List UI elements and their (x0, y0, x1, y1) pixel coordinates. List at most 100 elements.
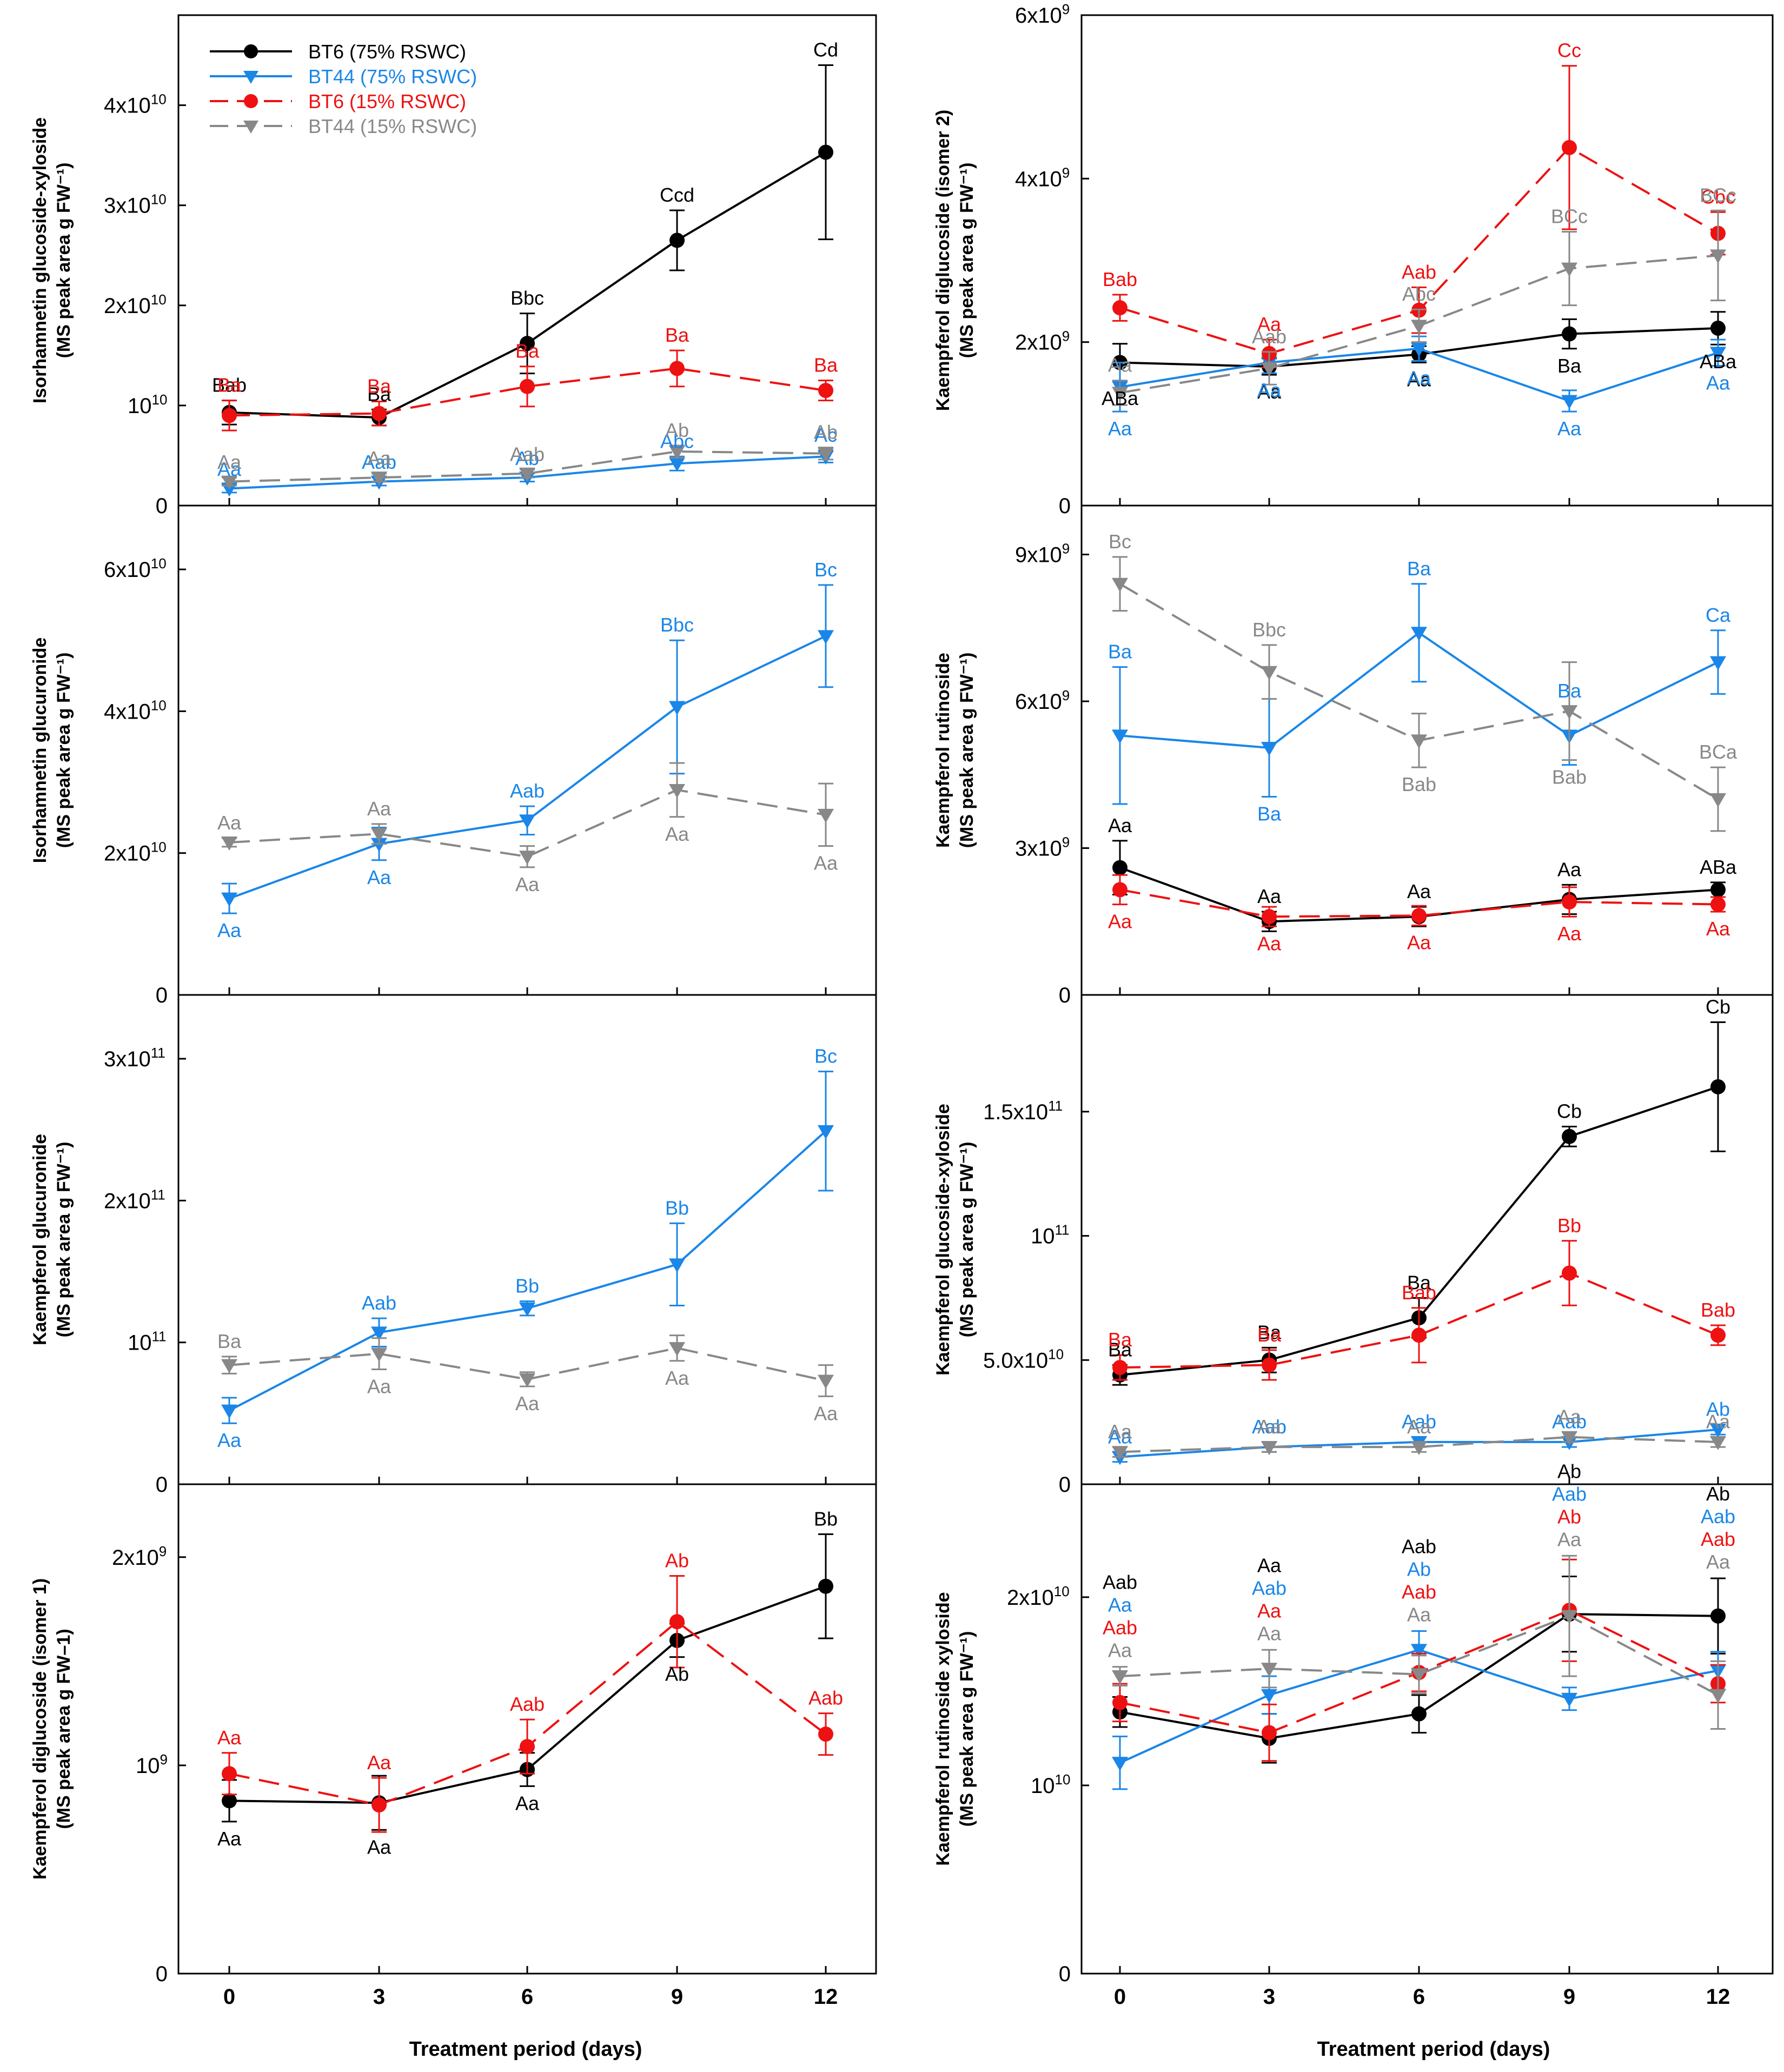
significance-label: Aab (1252, 1416, 1286, 1438)
y-axis-unit: (MS peak area g FW⁻¹) (957, 653, 977, 848)
data-point (1411, 1706, 1427, 1722)
data-point (519, 467, 535, 482)
data-point (818, 383, 833, 399)
data-point (1112, 882, 1128, 898)
significance-label: Abc (1402, 283, 1436, 305)
significance-label: Aab (1552, 1483, 1587, 1505)
significance-label: Aa (217, 1828, 242, 1850)
significance-label: Ba (1407, 557, 1431, 580)
significance-label: Abc (660, 430, 694, 452)
series-line (229, 788, 826, 858)
significance-label: Aab (1402, 1536, 1436, 1558)
significance-label: Ba (1257, 1321, 1282, 1343)
y-tick-label: 0 (156, 494, 168, 518)
significance-label: Ba (1108, 641, 1132, 663)
y-axis-title: Kaempferol diglucoside (isomer 1) (30, 1578, 50, 1880)
significance-label: Ba (217, 374, 242, 396)
significance-label: Aa (1257, 885, 1282, 907)
significance-label: Ab (1557, 1505, 1581, 1528)
significance-label: Ba (1108, 1338, 1132, 1360)
data-point (519, 1302, 535, 1317)
data-point (1261, 1663, 1277, 1677)
data-point (1262, 909, 1277, 925)
y-tick-label: 2x109 (112, 1543, 167, 1570)
significance-label: Aab (1402, 1581, 1436, 1603)
significance-label: Aa (1706, 1411, 1730, 1433)
legend-label: BT44 (15% RSWC) (308, 115, 477, 137)
x-tick-label: 9 (671, 1985, 683, 2009)
significance-label: Ab (1407, 1558, 1431, 1580)
data-point (1710, 1327, 1726, 1343)
data-point (669, 446, 685, 460)
x-axis-title-left: Treatment period (days) (409, 2038, 642, 2061)
significance-label: BCa (1699, 741, 1737, 763)
data-point (1561, 395, 1577, 409)
significance-label: ABa (1700, 350, 1737, 373)
significance-label: Aa (1108, 911, 1132, 933)
y-tick-label: 0 (1059, 1962, 1071, 1986)
data-point (669, 1614, 685, 1630)
y-axis-unit: (MS peak area g FW⁻¹) (957, 163, 977, 358)
significance-label: Aa (1108, 1420, 1132, 1443)
y-tick-label: 2x109 (1015, 328, 1070, 355)
legend-label: BT44 (75% RSWC) (308, 65, 477, 88)
significance-label: Aab (510, 1693, 545, 1715)
data-point (222, 408, 237, 423)
data-point (1561, 262, 1577, 277)
data-point (818, 1578, 833, 1594)
significance-label: Ba (1257, 802, 1282, 825)
data-point (818, 447, 834, 462)
y-tick-label: 6x109 (1015, 1, 1070, 28)
data-point (1710, 882, 1726, 898)
data-point (1261, 741, 1277, 756)
significance-label: Aa (814, 1402, 838, 1424)
significance-label: Aa (1557, 1528, 1582, 1550)
significance-label: Aa (1257, 381, 1282, 403)
y-tick-label: 4x109 (1015, 164, 1070, 191)
data-point (1112, 1695, 1128, 1710)
significance-label: Aa (367, 1376, 392, 1398)
series-bt44_15 (1112, 1555, 1726, 1730)
data-point (1710, 1423, 1726, 1438)
significance-label: Aa (1407, 367, 1431, 389)
data-point (371, 471, 387, 486)
significance-label: Bb (665, 1197, 689, 1219)
y-tick-label: 6x109 (1015, 687, 1070, 714)
data-point (818, 630, 834, 645)
series-line (1119, 1615, 1719, 1696)
significance-label: Aa (515, 1392, 540, 1414)
significance-label: Aa (367, 447, 392, 469)
significance-label: Ac (814, 424, 837, 446)
significance-label: Aab (1701, 1505, 1735, 1528)
data-point (1710, 1436, 1726, 1450)
significance-label: Aa (217, 1429, 242, 1451)
data-point (818, 144, 833, 160)
data-point (221, 836, 237, 851)
significance-label: Aa (1557, 1406, 1582, 1428)
data-point (669, 361, 685, 376)
y-tick-label: 9x109 (1015, 541, 1070, 567)
significance-label: Aab (510, 780, 545, 802)
significance-label: Aa (515, 873, 540, 895)
significance-label: Ab (1557, 1460, 1581, 1482)
significance-label: Bc (814, 1045, 837, 1067)
data-point (519, 814, 535, 829)
significance-label: Aa (1257, 313, 1282, 335)
series-bt44_15 (221, 1334, 834, 1397)
data-point (1411, 1327, 1427, 1343)
significance-label: Ba (814, 354, 838, 376)
x-tick-label: 0 (223, 1985, 235, 2009)
data-point (519, 851, 535, 865)
y-tick-label: 4x1010 (104, 91, 167, 118)
significance-label: Bab (1402, 1281, 1436, 1304)
data-point (221, 892, 237, 907)
data-point (1710, 249, 1726, 264)
data-point (669, 783, 685, 798)
significance-label: Aab (1402, 261, 1436, 283)
data-point (372, 406, 387, 421)
significance-label: Aab (1252, 326, 1286, 348)
